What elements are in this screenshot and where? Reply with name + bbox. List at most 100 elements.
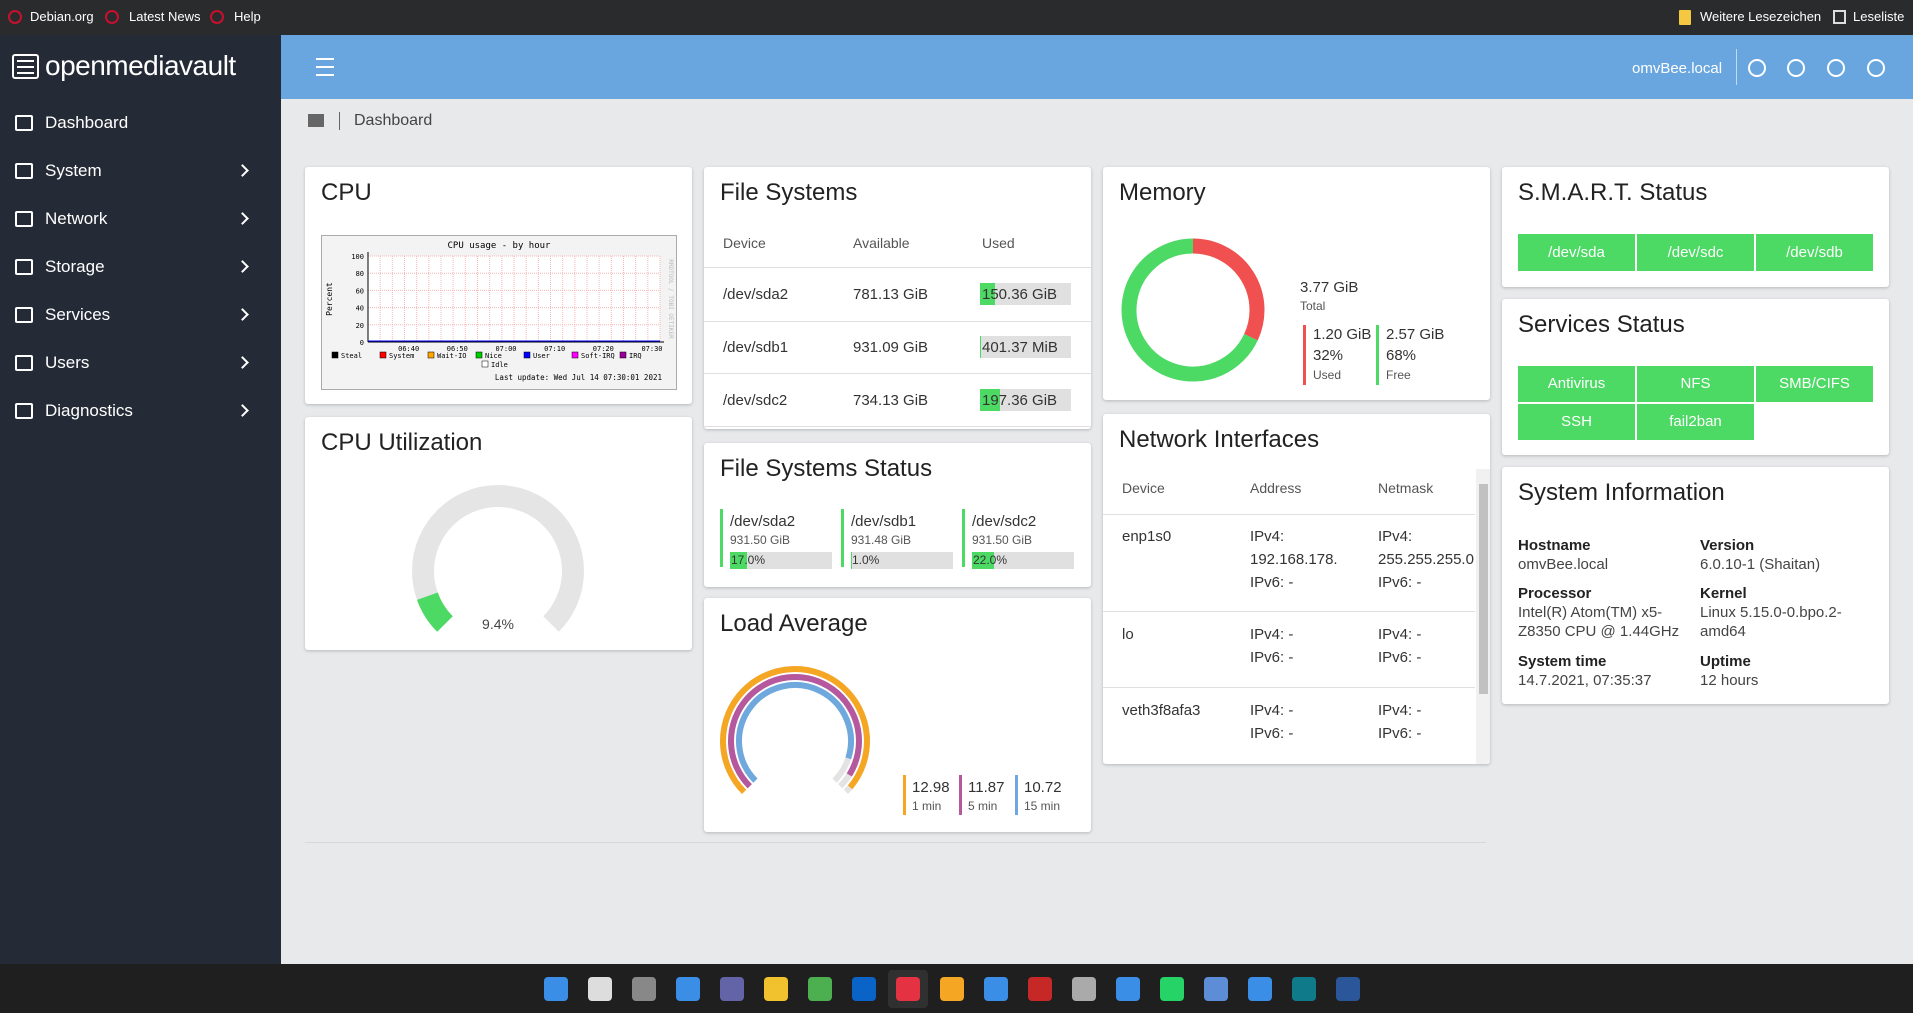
row-separator: [704, 267, 1091, 268]
info-label: Uptime: [1700, 652, 1751, 670]
reading-list[interactable]: Leseliste: [1853, 8, 1905, 24]
header-icon[interactable]: [1787, 59, 1805, 77]
row-separator: [704, 373, 1091, 374]
info-value: 6.0.10-1 (Shaitan): [1700, 555, 1821, 573]
nav-item[interactable]: Network: [45, 209, 108, 229]
cell: IPv4: -: [1250, 625, 1294, 643]
taskbar-icon[interactable]: [544, 977, 568, 1001]
legend-bar: [1303, 325, 1306, 385]
taskbar-icon[interactable]: [808, 977, 832, 1001]
taskbar-icon[interactable]: [1116, 977, 1140, 1001]
ring: [728, 674, 862, 789]
usage-bar: 401.37 MiB: [980, 336, 1071, 358]
taskbar-icon[interactable]: [720, 977, 744, 1001]
nav-item[interactable]: Users: [45, 353, 90, 373]
taskbar-icon[interactable]: [1028, 977, 1052, 1001]
row-separator: [1103, 611, 1475, 612]
row-separator: [1103, 687, 1475, 688]
folder-icon: [1679, 10, 1691, 25]
row-separator: [704, 426, 1091, 427]
x-tick-label: 07:00: [495, 345, 516, 353]
legend-swatch: [427, 351, 435, 359]
status-button[interactable]: fail2ban: [1637, 404, 1754, 440]
y-tick-label: 0: [360, 339, 364, 347]
cell: 255.255.255.0: [1378, 550, 1474, 568]
legend-swatch: [619, 351, 627, 359]
taskbar-icon[interactable]: [896, 977, 920, 1001]
bookmark[interactable]: Latest News: [129, 8, 201, 24]
nav-item[interactable]: Services: [45, 305, 111, 325]
home-icon: [308, 114, 324, 127]
logo-line: [17, 60, 34, 62]
nav-icon: [15, 115, 33, 131]
taskbar-icon[interactable]: [852, 977, 876, 1001]
load-period: 15 min: [1024, 798, 1061, 813]
taskbar-icon[interactable]: [1072, 977, 1096, 1001]
cell: /dev/sda2: [723, 285, 789, 303]
status-button[interactable]: NFS: [1637, 366, 1754, 402]
smart-widget: S.M.A.R.T. Status/dev/sda/dev/sdc/dev/sd…: [1502, 167, 1889, 287]
status-button[interactable]: /dev/sdb: [1756, 234, 1873, 271]
scrollbar-thumb[interactable]: [1479, 484, 1488, 694]
nav-item[interactable]: Diagnostics: [45, 401, 133, 421]
bookmark[interactable]: Help: [234, 8, 261, 24]
nav-item[interactable]: System: [45, 161, 102, 181]
column-header[interactable]: Device: [723, 235, 766, 252]
taskbar-icon[interactable]: [588, 977, 612, 1001]
column-header[interactable]: Netmask: [1378, 480, 1434, 497]
status-button[interactable]: /dev/sda: [1518, 234, 1635, 271]
nav-item[interactable]: Dashboard: [45, 113, 129, 133]
nav-chevron: [236, 404, 249, 417]
brand: openmediavault: [45, 50, 236, 82]
taskbar-icon[interactable]: [1336, 977, 1360, 1001]
legend-bar: [1015, 775, 1018, 815]
taskbar-icon[interactable]: [940, 977, 964, 1001]
browser-bar: Debian.org Latest News Help Weitere Lesezei…: [0, 0, 1913, 35]
cell: lo: [1122, 625, 1134, 643]
ring: [736, 682, 854, 783]
load-period: 1 min: [912, 798, 942, 813]
taskbar-icon[interactable]: [1292, 977, 1316, 1001]
nav-icon: [15, 307, 33, 323]
taskbar-icon[interactable]: [632, 977, 656, 1001]
cell: 197.36 GiB: [982, 391, 1058, 409]
header-icon[interactable]: [1867, 59, 1885, 77]
bookmark[interactable]: Debian.org: [30, 8, 94, 24]
legend-label: Wait-IO: [437, 352, 467, 360]
row-separator: [704, 321, 1091, 322]
usage-fill: [980, 389, 1001, 411]
taskbar-icon[interactable]: [676, 977, 700, 1001]
cell: IPv4:: [1378, 527, 1413, 545]
nav-item[interactable]: Storage: [45, 257, 105, 277]
usage-fill: [730, 552, 748, 569]
status-button[interactable]: /dev/sdc: [1637, 234, 1754, 271]
cell: IPv4: -: [1378, 625, 1422, 643]
taskbar-icon[interactable]: [1160, 977, 1184, 1001]
device: /dev/sdb1: [851, 512, 917, 530]
status-button[interactable]: SSH: [1518, 404, 1635, 440]
taskbar-icon[interactable]: [1204, 977, 1228, 1001]
status-button[interactable]: Antivirus: [1518, 366, 1635, 402]
info-label: Processor: [1518, 584, 1592, 602]
cell: /dev/sdb1: [723, 338, 789, 356]
taskbar-icon[interactable]: [764, 977, 788, 1001]
usage-fill: [851, 552, 853, 569]
column-header[interactable]: Device: [1122, 480, 1165, 497]
legend-label: Idle: [491, 361, 508, 369]
cell: IPv4: -: [1378, 701, 1422, 719]
header-icon[interactable]: [1827, 59, 1845, 77]
card-title: Services Status: [1518, 311, 1685, 339]
taskbar-icon[interactable]: [984, 977, 1008, 1001]
memory-label: Free: [1386, 367, 1411, 382]
taskbar-icon[interactable]: [1248, 977, 1272, 1001]
header-icon[interactable]: [1748, 59, 1766, 77]
cell: IPv6: -: [1378, 648, 1422, 666]
y-tick-label: 100: [351, 253, 364, 261]
column-header[interactable]: Address: [1250, 480, 1302, 497]
column-header[interactable]: Used: [982, 235, 1015, 252]
bookmark-folder[interactable]: Weitere Lesezeichen: [1700, 8, 1822, 24]
column-header[interactable]: Available: [853, 235, 910, 252]
status-button[interactable]: SMB/CIFS: [1756, 366, 1873, 402]
